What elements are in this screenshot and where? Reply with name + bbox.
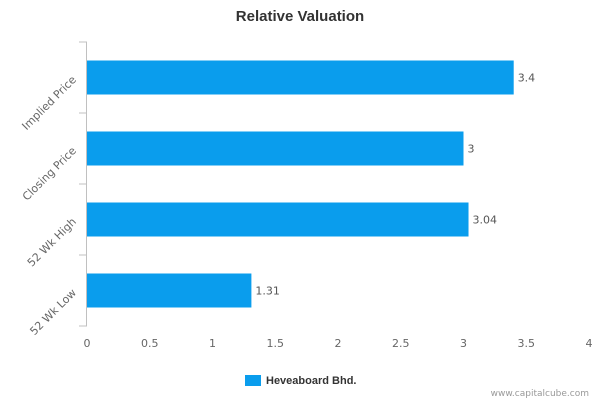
x-tick-label: 0.5 xyxy=(141,337,159,350)
category-label: Closing Price xyxy=(20,144,79,203)
category-label: Implied Price xyxy=(19,73,79,133)
x-tick-label: 1 xyxy=(209,337,216,350)
x-tick-label: 2 xyxy=(335,337,342,350)
x-tick-label: 3.5 xyxy=(518,337,536,350)
x-tick-label: 0 xyxy=(84,337,91,350)
legend[interactable]: Heveaboard Bhd. xyxy=(245,375,356,387)
chart-title: Relative Valuation xyxy=(236,8,364,25)
category-label: 52 Wk High xyxy=(25,215,79,269)
data-label: 3.04 xyxy=(473,214,498,227)
credit-text: www.capitalcube.com xyxy=(491,389,589,399)
plot-area: 0 0.5 1 1.5 2 2.5 3 3.5 4 3.4 Implied Price 3 Closin… xyxy=(19,41,593,350)
legend-swatch xyxy=(245,375,261,386)
category-label: 52 Wk Low xyxy=(27,286,79,338)
x-tick-label: 4 xyxy=(586,337,593,350)
data-label: 3 xyxy=(468,143,475,156)
bar xyxy=(87,202,469,237)
bar xyxy=(87,273,252,308)
x-tick-label: 2.5 xyxy=(392,337,410,350)
x-tick-label: 3 xyxy=(460,337,467,350)
legend-label: Heveaboard Bhd. xyxy=(266,375,356,387)
bar xyxy=(87,131,464,166)
data-label: 3.4 xyxy=(518,72,536,85)
x-tick-label: 1.5 xyxy=(267,337,285,350)
bar xyxy=(87,60,514,95)
data-label: 1.31 xyxy=(255,285,280,298)
